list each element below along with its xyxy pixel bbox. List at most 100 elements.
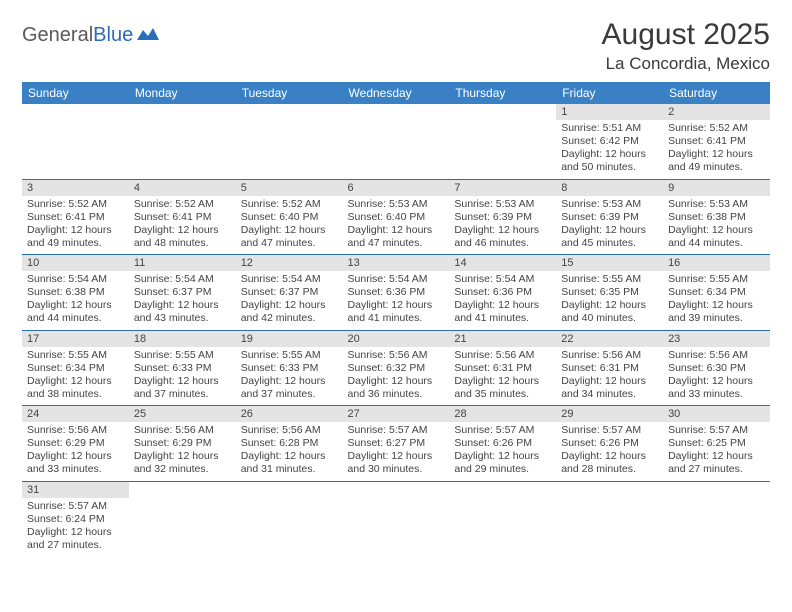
day-number: 25 [129, 406, 236, 422]
calendar-week-row: 17Sunrise: 5:55 AMSunset: 6:34 PMDayligh… [22, 330, 770, 406]
brand-flag-icon [137, 26, 159, 42]
calendar-cell: 22Sunrise: 5:56 AMSunset: 6:31 PMDayligh… [556, 330, 663, 406]
day-number: 21 [449, 331, 556, 347]
calendar-cell: 21Sunrise: 5:56 AMSunset: 6:31 PMDayligh… [449, 330, 556, 406]
calendar-cell: 14Sunrise: 5:54 AMSunset: 6:36 PMDayligh… [449, 255, 556, 331]
day-number: 22 [556, 331, 663, 347]
calendar-head: SundayMondayTuesdayWednesdayThursdayFrid… [22, 82, 770, 104]
day-data: Sunrise: 5:53 AMSunset: 6:40 PMDaylight:… [343, 196, 450, 255]
calendar-cell: 28Sunrise: 5:57 AMSunset: 6:26 PMDayligh… [449, 406, 556, 482]
day-number: 1 [556, 104, 663, 120]
day-data: Sunrise: 5:56 AMSunset: 6:28 PMDaylight:… [236, 422, 343, 481]
day-data: Sunrise: 5:54 AMSunset: 6:37 PMDaylight:… [129, 271, 236, 330]
day-number: 13 [343, 255, 450, 271]
day-number: 11 [129, 255, 236, 271]
day-data: Sunrise: 5:56 AMSunset: 6:31 PMDaylight:… [449, 347, 556, 406]
day-number: 16 [663, 255, 770, 271]
day-number: 20 [343, 331, 450, 347]
day-number: 10 [22, 255, 129, 271]
calendar-cell: 8Sunrise: 5:53 AMSunset: 6:39 PMDaylight… [556, 179, 663, 255]
calendar-cell: 5Sunrise: 5:52 AMSunset: 6:40 PMDaylight… [236, 179, 343, 255]
day-data: Sunrise: 5:56 AMSunset: 6:29 PMDaylight:… [129, 422, 236, 481]
calendar-cell: 4Sunrise: 5:52 AMSunset: 6:41 PMDaylight… [129, 179, 236, 255]
brand-text-2: Blue [93, 24, 133, 47]
weekday-header: Saturday [663, 82, 770, 104]
calendar-cell: 9Sunrise: 5:53 AMSunset: 6:38 PMDaylight… [663, 179, 770, 255]
day-data: Sunrise: 5:55 AMSunset: 6:33 PMDaylight:… [129, 347, 236, 406]
day-data: Sunrise: 5:56 AMSunset: 6:32 PMDaylight:… [343, 347, 450, 406]
calendar-cell [129, 104, 236, 179]
day-number: 9 [663, 180, 770, 196]
calendar-cell [449, 481, 556, 556]
location-subtitle: La Concordia, Mexico [602, 54, 770, 74]
weekday-header: Friday [556, 82, 663, 104]
calendar-cell: 11Sunrise: 5:54 AMSunset: 6:37 PMDayligh… [129, 255, 236, 331]
calendar-cell: 3Sunrise: 5:52 AMSunset: 6:41 PMDaylight… [22, 179, 129, 255]
calendar-cell: 30Sunrise: 5:57 AMSunset: 6:25 PMDayligh… [663, 406, 770, 482]
day-number: 27 [343, 406, 450, 422]
calendar-cell: 13Sunrise: 5:54 AMSunset: 6:36 PMDayligh… [343, 255, 450, 331]
calendar-page: General Blue August 2025 La Concordia, M… [0, 0, 792, 574]
calendar-table: SundayMondayTuesdayWednesdayThursdayFrid… [22, 82, 770, 556]
calendar-cell [129, 481, 236, 556]
calendar-cell: 20Sunrise: 5:56 AMSunset: 6:32 PMDayligh… [343, 330, 450, 406]
day-number: 5 [236, 180, 343, 196]
calendar-cell: 19Sunrise: 5:55 AMSunset: 6:33 PMDayligh… [236, 330, 343, 406]
day-data: Sunrise: 5:56 AMSunset: 6:30 PMDaylight:… [663, 347, 770, 406]
day-data: Sunrise: 5:54 AMSunset: 6:37 PMDaylight:… [236, 271, 343, 330]
day-number: 3 [22, 180, 129, 196]
calendar-cell [343, 481, 450, 556]
day-data: Sunrise: 5:53 AMSunset: 6:38 PMDaylight:… [663, 196, 770, 255]
title-block: August 2025 La Concordia, Mexico [602, 18, 770, 74]
day-data: Sunrise: 5:57 AMSunset: 6:24 PMDaylight:… [22, 498, 129, 557]
page-header: General Blue August 2025 La Concordia, M… [22, 18, 770, 74]
day-number: 14 [449, 255, 556, 271]
day-data: Sunrise: 5:54 AMSunset: 6:38 PMDaylight:… [22, 271, 129, 330]
day-data: Sunrise: 5:51 AMSunset: 6:42 PMDaylight:… [556, 120, 663, 179]
day-data: Sunrise: 5:56 AMSunset: 6:29 PMDaylight:… [22, 422, 129, 481]
day-number: 26 [236, 406, 343, 422]
day-number: 19 [236, 331, 343, 347]
day-number: 24 [22, 406, 129, 422]
day-number: 18 [129, 331, 236, 347]
calendar-cell: 1Sunrise: 5:51 AMSunset: 6:42 PMDaylight… [556, 104, 663, 179]
calendar-cell: 27Sunrise: 5:57 AMSunset: 6:27 PMDayligh… [343, 406, 450, 482]
calendar-cell: 7Sunrise: 5:53 AMSunset: 6:39 PMDaylight… [449, 179, 556, 255]
weekday-header: Thursday [449, 82, 556, 104]
day-data: Sunrise: 5:55 AMSunset: 6:34 PMDaylight:… [22, 347, 129, 406]
day-data: Sunrise: 5:52 AMSunset: 6:41 PMDaylight:… [129, 196, 236, 255]
day-number: 31 [22, 482, 129, 498]
day-number: 15 [556, 255, 663, 271]
day-number: 6 [343, 180, 450, 196]
calendar-cell: 26Sunrise: 5:56 AMSunset: 6:28 PMDayligh… [236, 406, 343, 482]
calendar-cell: 18Sunrise: 5:55 AMSunset: 6:33 PMDayligh… [129, 330, 236, 406]
brand-logo: General Blue [22, 24, 159, 47]
day-number: 30 [663, 406, 770, 422]
weekday-header: Tuesday [236, 82, 343, 104]
day-data: Sunrise: 5:52 AMSunset: 6:40 PMDaylight:… [236, 196, 343, 255]
calendar-cell: 31Sunrise: 5:57 AMSunset: 6:24 PMDayligh… [22, 481, 129, 556]
day-number: 4 [129, 180, 236, 196]
calendar-cell: 23Sunrise: 5:56 AMSunset: 6:30 PMDayligh… [663, 330, 770, 406]
calendar-cell [22, 104, 129, 179]
day-data: Sunrise: 5:56 AMSunset: 6:31 PMDaylight:… [556, 347, 663, 406]
calendar-cell [449, 104, 556, 179]
calendar-week-row: 10Sunrise: 5:54 AMSunset: 6:38 PMDayligh… [22, 255, 770, 331]
calendar-cell [556, 481, 663, 556]
day-data: Sunrise: 5:52 AMSunset: 6:41 PMDaylight:… [663, 120, 770, 179]
day-data: Sunrise: 5:54 AMSunset: 6:36 PMDaylight:… [449, 271, 556, 330]
day-data: Sunrise: 5:53 AMSunset: 6:39 PMDaylight:… [556, 196, 663, 255]
day-number: 7 [449, 180, 556, 196]
day-data: Sunrise: 5:57 AMSunset: 6:25 PMDaylight:… [663, 422, 770, 481]
calendar-week-row: 24Sunrise: 5:56 AMSunset: 6:29 PMDayligh… [22, 406, 770, 482]
day-number: 8 [556, 180, 663, 196]
day-data: Sunrise: 5:53 AMSunset: 6:39 PMDaylight:… [449, 196, 556, 255]
day-number: 28 [449, 406, 556, 422]
day-data: Sunrise: 5:55 AMSunset: 6:35 PMDaylight:… [556, 271, 663, 330]
calendar-week-row: 31Sunrise: 5:57 AMSunset: 6:24 PMDayligh… [22, 481, 770, 556]
calendar-body: 1Sunrise: 5:51 AMSunset: 6:42 PMDaylight… [22, 104, 770, 556]
calendar-cell: 24Sunrise: 5:56 AMSunset: 6:29 PMDayligh… [22, 406, 129, 482]
calendar-cell [236, 481, 343, 556]
weekday-row: SundayMondayTuesdayWednesdayThursdayFrid… [22, 82, 770, 104]
day-number: 2 [663, 104, 770, 120]
